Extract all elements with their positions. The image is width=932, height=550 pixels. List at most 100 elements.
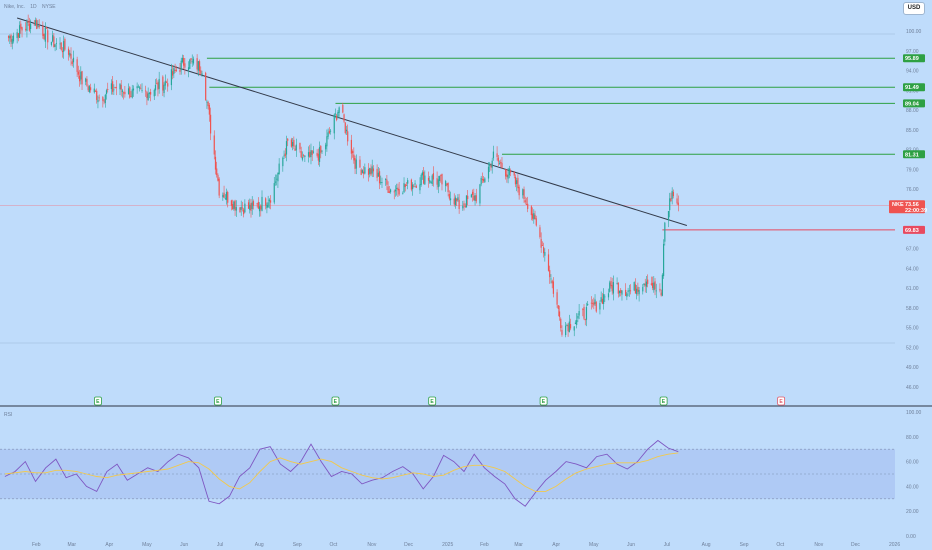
candle: [124, 85, 126, 98]
candle-body: [326, 136, 328, 147]
candle: [517, 174, 519, 193]
candle-body: [223, 192, 225, 198]
candle-body: [404, 184, 406, 188]
candle-body: [97, 99, 99, 103]
candle-body: [647, 279, 649, 284]
trendline[interactable]: [16, 17, 688, 226]
candle-body: [369, 167, 371, 174]
candle: [593, 297, 595, 310]
candle: [660, 289, 662, 297]
time-tick-label: Feb: [32, 542, 41, 548]
candle-body: [670, 198, 672, 202]
earnings-marker: E: [659, 396, 668, 406]
candle: [603, 288, 605, 310]
candle-body: [662, 243, 665, 277]
price-level-label: 95.89: [905, 56, 919, 62]
candle-body: [367, 168, 370, 175]
candle: [123, 91, 125, 100]
candle-body: [566, 325, 568, 327]
candle-body: [463, 203, 465, 206]
earnings-marker: E: [777, 396, 786, 406]
candle-body: [595, 302, 597, 312]
candle: [664, 221, 666, 246]
currency-button[interactable]: USD: [903, 2, 925, 15]
candle-body: [584, 319, 586, 321]
candle: [209, 107, 212, 141]
candle-body: [549, 270, 551, 278]
candle: [573, 326, 575, 337]
candle-body: [172, 71, 174, 76]
candle-body: [70, 53, 72, 59]
rsi-tick-label: 60.00: [906, 460, 919, 466]
candle: [427, 171, 430, 188]
candle: [196, 54, 198, 73]
candle-body: [183, 57, 185, 66]
candle: [273, 176, 275, 205]
candle-body: [318, 147, 321, 162]
candle: [90, 83, 92, 93]
candle-body: [88, 86, 90, 93]
candle-body: [617, 282, 619, 294]
candle-body: [38, 26, 40, 28]
candle: [67, 46, 70, 61]
candle: [336, 113, 338, 122]
candle-body: [16, 32, 18, 39]
candle: [343, 113, 345, 123]
candle-body: [81, 71, 83, 85]
candle-body: [568, 321, 570, 333]
price-level-label: 81.31: [905, 152, 919, 158]
candle-body: [498, 162, 501, 164]
candle-body: [165, 81, 168, 83]
candle: [258, 202, 261, 217]
candle-body: [620, 289, 622, 294]
candle-body: [174, 69, 176, 71]
time-tick-label: Feb: [480, 542, 489, 548]
candle-body: [21, 27, 23, 31]
candle-body: [660, 292, 662, 296]
earnings-marker-box: [331, 396, 340, 406]
candle-body: [258, 206, 261, 212]
candle: [475, 188, 477, 204]
candle-body: [59, 43, 61, 45]
candle: [582, 308, 584, 317]
candle-body: [611, 284, 613, 292]
candle-body: [407, 180, 409, 184]
candle-body: [467, 195, 469, 200]
candle-body: [71, 61, 73, 65]
candle: [618, 290, 621, 297]
candle-body: [517, 177, 519, 189]
candle-body: [654, 281, 656, 290]
candle: [479, 183, 481, 207]
candle-body: [17, 33, 19, 38]
last-price-value: 73.56: [905, 202, 919, 208]
candle-body: [473, 195, 475, 201]
earnings-marker-box: [214, 396, 222, 406]
candle-body: [345, 129, 348, 132]
earnings-marker-label: E: [542, 399, 546, 405]
candle-body: [301, 157, 304, 160]
candle: [292, 138, 294, 151]
candle: [103, 98, 105, 105]
candle: [484, 177, 486, 184]
candle: [670, 192, 672, 202]
candle: [457, 194, 459, 202]
candle: [316, 149, 318, 158]
candle-body: [441, 173, 443, 185]
candle: [162, 75, 164, 97]
candle: [129, 85, 131, 99]
candle: [544, 248, 546, 262]
candle-body: [508, 168, 510, 176]
candle-body: [136, 86, 138, 89]
candle: [342, 102, 344, 114]
candle: [36, 18, 38, 30]
candle-body: [157, 82, 159, 90]
candle-body: [145, 90, 147, 92]
candle: [87, 84, 89, 93]
candle-body: [507, 175, 509, 179]
candle-body: [539, 227, 541, 238]
candle: [386, 174, 388, 191]
candle-body: [430, 182, 432, 184]
candle-body: [85, 78, 87, 82]
candles: [7, 14, 679, 338]
rsi-bands: [0, 448, 895, 500]
